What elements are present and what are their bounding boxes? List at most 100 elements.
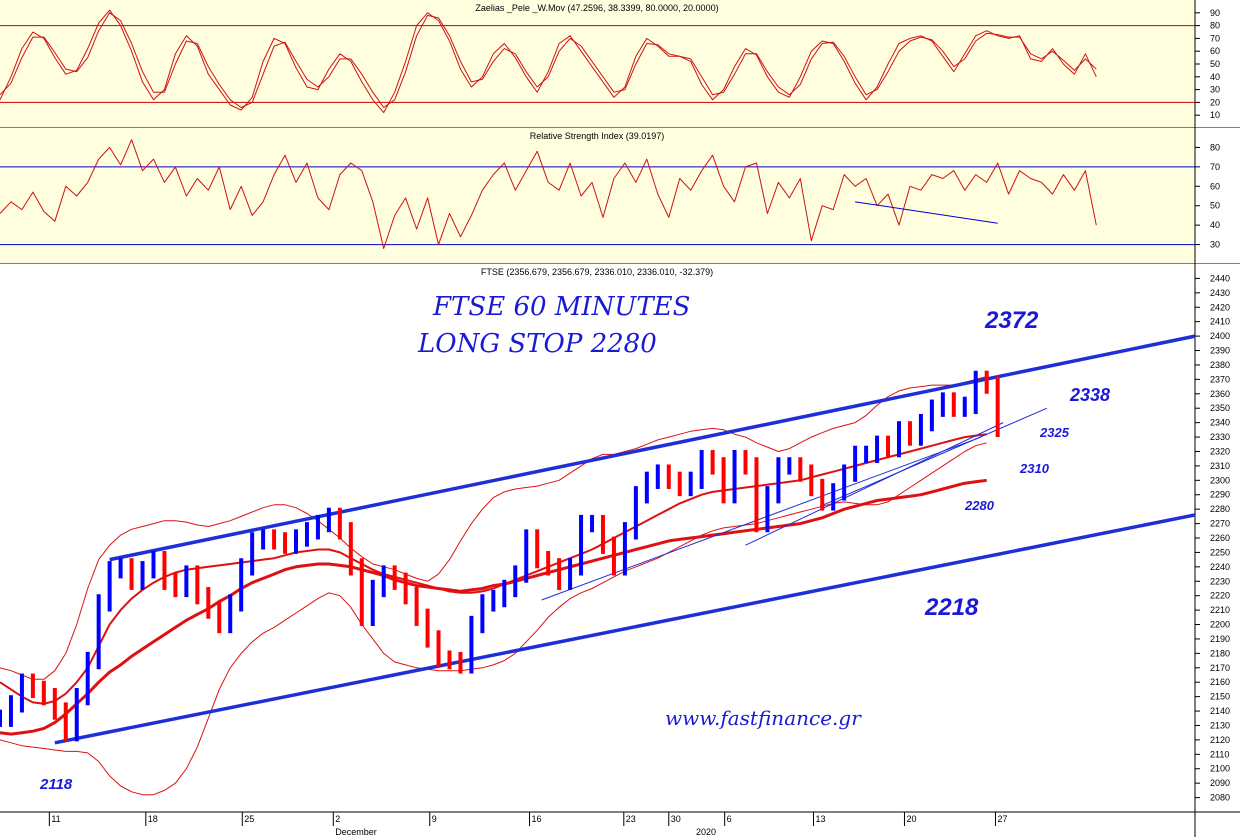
x-tick-label: 18: [148, 814, 158, 824]
y-tick-label: 10: [1210, 110, 1220, 120]
level-label-2310: 2310: [1019, 461, 1050, 476]
panel-title: Relative Strength Index (39.0197): [530, 131, 665, 141]
y-tick-label: 2180: [1210, 648, 1230, 658]
y-tick-label: 2260: [1210, 533, 1230, 543]
y-tick-label: 2430: [1210, 288, 1230, 298]
y-tick-label: 2400: [1210, 331, 1230, 341]
y-tick-label: 20: [1210, 97, 1220, 107]
y-tick-label: 2080: [1210, 793, 1230, 803]
title-line-1: FTSE 60 MINUTES: [432, 292, 690, 322]
level-label-2280: 2280: [964, 498, 995, 513]
y-tick-label: 2330: [1210, 432, 1230, 442]
level-label-2218: 2218: [924, 594, 979, 621]
y-tick-label: 2440: [1210, 273, 1230, 283]
x-tick-label: 23: [626, 814, 636, 824]
rsi-trendline: [855, 201, 998, 224]
y-tick-label: 2150: [1210, 692, 1230, 702]
x-tick-label: 30: [671, 814, 681, 824]
y-tick-label: 2240: [1210, 562, 1230, 572]
osc-line-1: [0, 9, 1097, 114]
axis-background: [1195, 0, 1240, 128]
y-tick-label: 2230: [1210, 576, 1230, 586]
x-tick-label: 25: [244, 814, 254, 824]
panel-background: [0, 0, 1195, 128]
trend-line-2: [819, 407, 1048, 507]
y-tick-label: 2320: [1210, 446, 1230, 456]
x-axis: 11 18 25 2 9 16 23 30 6 13 20 27 December 2020: [0, 811, 1240, 837]
y-tick-label: 2210: [1210, 605, 1230, 615]
y-tick-label: 2390: [1210, 346, 1230, 356]
y-tick-label: 2190: [1210, 634, 1230, 644]
y-tick-label: 2310: [1210, 461, 1230, 471]
y-tick-label: 2380: [1210, 360, 1230, 370]
axis-background: [1195, 128, 1240, 264]
osc-line-2: [0, 12, 1097, 108]
y-tick-label: 2200: [1210, 620, 1230, 630]
y-tick-label: 60: [1210, 181, 1220, 191]
panel-title: Zaelias _Pele _W.Mov (47.2596, 38.3399, …: [475, 3, 718, 13]
level-label-2338: 2338: [1069, 385, 1110, 405]
y-tick-label: 70: [1210, 162, 1220, 172]
panel-background: [0, 128, 1195, 264]
y-tick-label: 90: [1210, 8, 1220, 18]
y-tick-label: 2340: [1210, 418, 1230, 428]
y-tick-label: 40: [1210, 220, 1220, 230]
panel-title: FTSE (2356.679, 2356.679, 2336.010, 2336…: [481, 267, 713, 277]
y-tick-label: 2280: [1210, 504, 1230, 514]
trend-line-1: [745, 422, 1004, 546]
y-tick-label: 2130: [1210, 720, 1230, 730]
rsi-line: [0, 139, 1097, 249]
y-tick-label: 30: [1210, 85, 1220, 95]
x-tick-label: 16: [532, 814, 542, 824]
y-tick-label: 80: [1210, 142, 1220, 152]
y-tick-label: 2290: [1210, 490, 1230, 500]
x-month-label: 2020: [696, 827, 716, 837]
y-tick-label: 2160: [1210, 677, 1230, 687]
y-tick-label: 2350: [1210, 403, 1230, 413]
y-tick-label: 50: [1210, 201, 1220, 211]
y-tick-label: 2170: [1210, 663, 1230, 673]
y-tick-label: 2420: [1210, 302, 1230, 312]
y-tick-label: 2250: [1210, 547, 1230, 557]
panel-background: [0, 264, 1195, 812]
y-tick-label: 2360: [1210, 389, 1230, 399]
x-tick-label: 27: [997, 814, 1007, 824]
channel-line-2: [54, 513, 1196, 745]
y-tick-label: 50: [1210, 59, 1220, 69]
bollinger-upper: [0, 376, 987, 680]
x-tick-label: 6: [727, 814, 732, 824]
title-line-2: LONG STOP 2280: [417, 329, 657, 359]
axis-background: [1195, 264, 1240, 812]
ftse-price-panel: 2080 2090 2100 2110 2120 2130 2140 2150 2160 2170…: [0, 264, 1240, 813]
annotations: FTSE 60 MINUTES LONG STOP 2280 2372 2338…: [39, 292, 1110, 793]
y-tick-label: 70: [1210, 33, 1220, 43]
x-tick-label: 2: [335, 814, 340, 824]
x-month-label: December: [335, 827, 377, 837]
x-tick-label: 9: [432, 814, 437, 824]
x-axis-background: [0, 812, 1240, 837]
y-tick-label: 2110: [1210, 749, 1229, 759]
x-tick-label: 11: [51, 814, 60, 824]
x-tick-label: 20: [906, 814, 916, 824]
website-label: www.fastfinance.gr: [665, 706, 862, 730]
zaelias-panel: 10 20 30 40 50 60 70 80 90 Zaelias _Pele _W.Mov (…: [0, 0, 1240, 129]
rsi-panel: 30 40 50 60 70 80 Relative Strength Index (39.…: [0, 128, 1240, 265]
y-tick-label: 2140: [1210, 706, 1230, 716]
y-tick-label: 2120: [1210, 735, 1230, 745]
y-tick-label: 2220: [1210, 591, 1230, 601]
level-label-2118: 2118: [39, 776, 73, 793]
moving-average-long: [0, 478, 987, 736]
y-tick-label: 30: [1210, 240, 1220, 250]
y-tick-label: 2270: [1210, 519, 1230, 529]
y-tick-label: 2370: [1210, 374, 1230, 384]
level-label-2372: 2372: [984, 307, 1039, 334]
y-tick-label: 2410: [1210, 317, 1230, 327]
y-tick-label: 2100: [1210, 764, 1230, 774]
y-tick-label: 2300: [1210, 475, 1230, 485]
x-tick-label: 13: [815, 814, 825, 824]
y-tick-label: 2090: [1210, 778, 1230, 788]
y-tick-label: 60: [1210, 46, 1220, 56]
level-label-2325: 2325: [1039, 425, 1070, 440]
channel-line-1: [109, 334, 1196, 562]
